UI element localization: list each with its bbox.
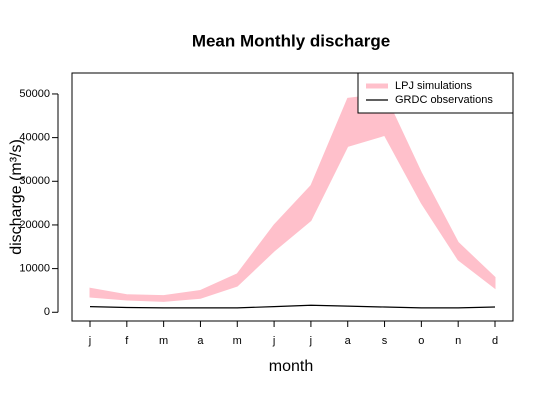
x-tick-label: f (125, 335, 129, 347)
y-tick-label: 30000 (19, 175, 50, 187)
y-tick-label: 10000 (19, 263, 50, 275)
x-tick-label: j (272, 335, 275, 347)
legend-label: LPJ simulations (395, 80, 473, 92)
chart-title: Mean Monthly discharge (192, 31, 390, 50)
x-tick-label: a (197, 335, 204, 347)
y-axis-label: discharge (m³/s) (8, 139, 25, 255)
y-tick-label: 0 (44, 306, 50, 318)
x-tick-label: s (382, 335, 388, 347)
x-axis-label: month (269, 358, 313, 375)
legend-label: GRDC observations (395, 94, 493, 106)
simulation-band (89, 93, 496, 302)
y-tick-label: 20000 (19, 219, 50, 231)
y-tick-label: 50000 (19, 88, 50, 100)
x-tick-label: o (418, 335, 424, 347)
observation-line (89, 304, 496, 309)
x-tick-label: d (492, 335, 498, 347)
x-tick-label: n (455, 335, 461, 347)
y-tick-label: 40000 (19, 132, 50, 144)
legend-box (357, 72, 514, 114)
x-tick-label: m (233, 335, 242, 347)
x-tick-label: m (159, 335, 168, 347)
x-tick-label: j (309, 335, 312, 347)
x-tick-label: a (345, 335, 352, 347)
x-tick-label: j (88, 335, 91, 347)
